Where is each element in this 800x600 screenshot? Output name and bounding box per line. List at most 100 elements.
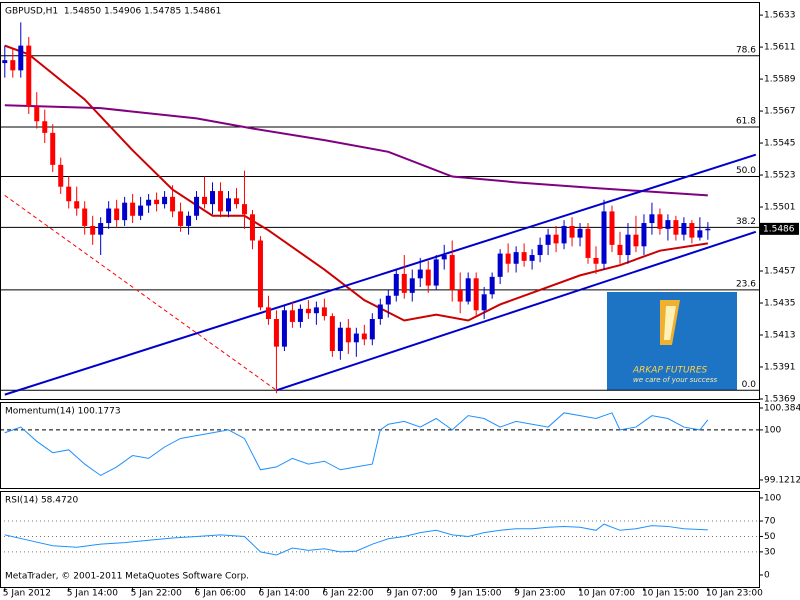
candle-body — [130, 202, 136, 216]
x-tick-label: 10 Jan 23:00 — [706, 589, 763, 599]
candle-body — [297, 308, 303, 322]
candle-body — [601, 211, 607, 264]
candle-body — [289, 310, 295, 322]
candle-body — [202, 196, 208, 205]
panel-title: RSI(14) 58.4720 — [5, 496, 78, 506]
y-tick-label: 1.5435 — [764, 299, 796, 309]
candle-body — [433, 259, 439, 286]
y-tick-label: 1.5457 — [764, 267, 796, 277]
candle-body — [425, 269, 431, 286]
candle-body — [369, 319, 375, 340]
candle-body — [42, 121, 48, 133]
candle-body — [233, 198, 239, 205]
candle-body — [281, 310, 287, 347]
candle-body — [273, 319, 279, 347]
candle-body — [545, 234, 551, 245]
y-tick-label: 70 — [764, 517, 776, 527]
x-tick-label: 10 Jan 07:00 — [578, 589, 635, 599]
x-tick-label: 9 Jan 15:00 — [450, 589, 502, 599]
candle-body — [505, 253, 511, 264]
y-tick-label: 1.5523 — [764, 171, 796, 181]
candle-body — [90, 225, 96, 235]
fib-label: 61.8 — [736, 117, 756, 127]
copyright: MetaTrader, © 2001-2011 MetaQuotes Softw… — [5, 572, 249, 582]
candle-body — [401, 273, 407, 293]
panel-border — [0, 491, 760, 588]
candle-body — [186, 215, 192, 226]
y-tick-label: 1.5501 — [764, 203, 796, 213]
y-tick-label: 1.5567 — [764, 107, 796, 117]
candle-body — [114, 208, 120, 221]
candle-body — [449, 255, 455, 290]
candle-body — [641, 223, 647, 247]
candle-body — [409, 278, 415, 293]
candle-body — [98, 223, 104, 235]
candle-body — [417, 269, 423, 279]
candle-body — [689, 223, 695, 238]
y-tick-label: 99.1212 — [764, 475, 800, 485]
candle-body — [625, 234, 631, 256]
candle-body — [697, 230, 703, 238]
candle-body — [361, 333, 367, 340]
candle-body — [50, 132, 56, 165]
candle-body — [553, 234, 559, 244]
candle-body — [162, 196, 168, 205]
candle-body — [465, 278, 471, 302]
candle-body — [393, 273, 399, 296]
candle-body — [74, 201, 80, 209]
logo-emblem-inner — [664, 306, 676, 340]
x-tick-label: 9 Jan 23:00 — [514, 589, 566, 599]
last-price-label: 1.5486 — [763, 224, 795, 234]
candle-body — [593, 257, 599, 264]
candle-body — [146, 199, 152, 206]
trend-line — [4, 104, 708, 197]
candle-body — [569, 225, 575, 238]
y-tick-label: 1.5369 — [764, 395, 796, 405]
candle-body — [170, 196, 176, 212]
candle-body — [385, 295, 391, 305]
candle-body — [633, 234, 639, 247]
fib-label: 50.0 — [736, 166, 756, 176]
candle-body — [313, 307, 319, 314]
panel-border — [0, 402, 760, 489]
candle-body — [609, 211, 615, 245]
candle-body — [194, 196, 200, 216]
candle-body — [521, 252, 527, 261]
fib-label: 0.0 — [742, 380, 757, 390]
candle-body — [561, 225, 567, 244]
candle-body — [58, 164, 64, 187]
y-tick-label: 100 — [764, 493, 781, 503]
x-tick-label: 5 Jan 14:00 — [67, 589, 119, 599]
panel — [0, 412, 759, 477]
candle-body — [218, 191, 224, 212]
candle-body — [154, 199, 160, 205]
candle-body — [585, 228, 591, 258]
fib-label: 23.6 — [736, 279, 756, 289]
y-tick-label: 50 — [764, 532, 776, 542]
panel — [0, 520, 759, 556]
x-tick-label: 10 Jan 15:00 — [642, 589, 699, 599]
panel-border — [0, 2, 760, 400]
candle-body — [18, 45, 24, 71]
x-tick-label: 5 Jan 2012 — [3, 589, 51, 599]
candle-body — [657, 214, 663, 229]
indicator-line — [4, 412, 709, 477]
candle-body — [34, 106, 40, 122]
candle-body — [66, 186, 72, 202]
y-tick-label: 1.5633 — [764, 11, 796, 21]
candle-body — [265, 307, 271, 320]
y-tick-label: 1.5589 — [764, 75, 796, 85]
panel — [0, 22, 759, 396]
candle-body — [537, 244, 543, 256]
candle-body — [305, 308, 311, 314]
y-tick-label: 30 — [764, 547, 776, 557]
y-tick-label: 1.5611 — [764, 43, 796, 53]
y-tick-label: 1.5391 — [764, 363, 796, 373]
candle-body — [681, 223, 687, 235]
panel-title: Momentum(14) 100.1773 — [5, 407, 121, 417]
candle-body — [529, 255, 535, 261]
logo: ARKAP FUTURES we care of your success — [607, 292, 737, 390]
logo-tagline: we care of your success — [633, 376, 717, 384]
candle-body — [106, 208, 112, 224]
